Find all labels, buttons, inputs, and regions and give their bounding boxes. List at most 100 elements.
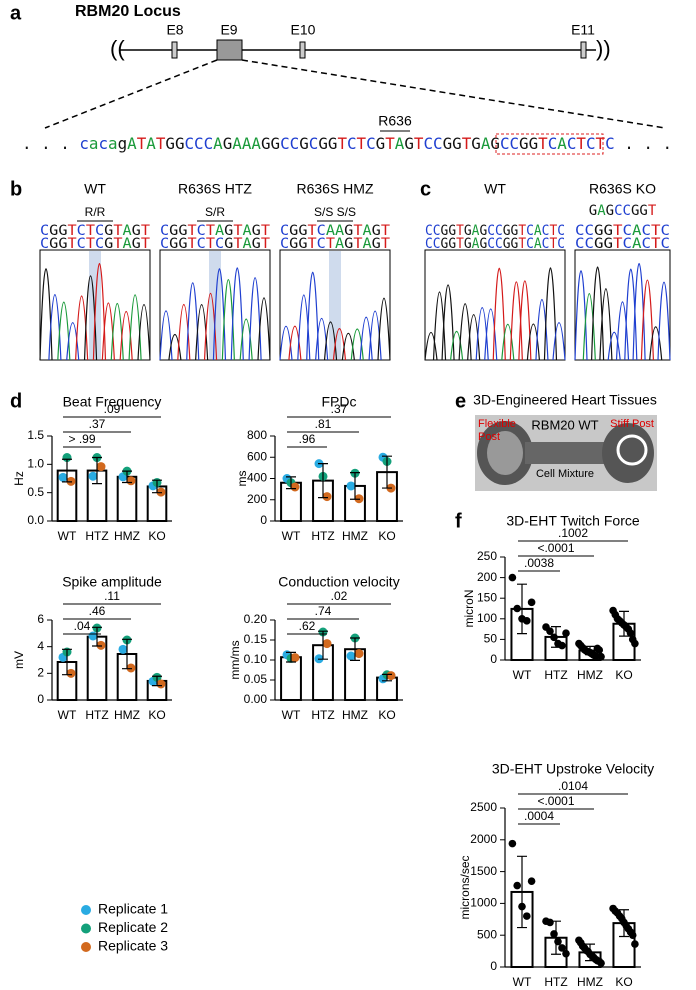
zoom-line xyxy=(44,59,218,129)
x-tick-label: KO xyxy=(615,975,632,989)
x-tick-label: KO xyxy=(148,708,165,722)
y-tick-label: 400 xyxy=(247,471,267,485)
sample-name: WT xyxy=(84,181,106,197)
y-axis-label: mm/ms xyxy=(228,640,242,679)
data-point xyxy=(88,471,98,481)
peak xyxy=(377,298,391,361)
y-tick-label: 800 xyxy=(247,428,267,442)
data-point xyxy=(322,492,332,502)
x-tick-label: HTZ xyxy=(85,529,108,543)
peak xyxy=(306,271,320,361)
p-value: <.0001 xyxy=(537,541,574,555)
chart-title: FPDc xyxy=(322,394,357,410)
data-point xyxy=(322,639,332,649)
peak xyxy=(177,304,191,361)
peak xyxy=(607,331,621,361)
data-point xyxy=(558,641,566,650)
exon-label: E9 xyxy=(220,22,237,38)
chromatogram-frame xyxy=(574,249,671,361)
y-axis-label: microns/sec xyxy=(458,855,472,919)
genotype: R/R xyxy=(85,205,106,219)
legend-label: Replicate 2 xyxy=(98,919,168,935)
error-bar xyxy=(350,472,360,500)
highlight xyxy=(209,251,221,359)
peak xyxy=(599,288,613,361)
data-point xyxy=(628,931,637,939)
peak xyxy=(501,323,515,361)
break-mark: (( xyxy=(110,36,125,61)
highlight xyxy=(329,251,341,359)
error-bar xyxy=(318,630,328,660)
legend-label: Replicate 3 xyxy=(98,938,168,954)
peak xyxy=(203,292,218,361)
data-point xyxy=(523,617,531,625)
data-point xyxy=(558,944,566,952)
sequence: . . . cacagATATGGCCCAGAAAGGCCGCGGTCTCGTA… xyxy=(22,134,672,153)
x-tick-label: WT xyxy=(282,529,301,543)
error-bar xyxy=(382,673,392,682)
p-value: .96 xyxy=(299,432,316,446)
x-tick-label: HMZ xyxy=(577,975,603,989)
tissue xyxy=(525,442,615,464)
x-tick-label: KO xyxy=(378,708,395,722)
x-tick-label: KO xyxy=(148,529,165,543)
x-tick-label: WT xyxy=(513,668,532,682)
data-point xyxy=(126,663,136,673)
data-point xyxy=(58,472,68,482)
panel-letter: d xyxy=(10,390,22,412)
y-tick-label: 1.0 xyxy=(27,457,44,471)
exon xyxy=(580,41,587,59)
exon xyxy=(299,41,306,59)
error-bar xyxy=(62,648,72,676)
peak xyxy=(467,314,481,361)
peak xyxy=(195,304,209,361)
data-point xyxy=(626,629,635,638)
error-bar xyxy=(152,675,162,687)
data-point xyxy=(354,649,364,659)
peak xyxy=(239,318,253,361)
x-tick-label: HMZ xyxy=(577,668,603,682)
p-value: .74 xyxy=(315,604,332,618)
y-tick-label: 0.0 xyxy=(27,513,44,527)
peak xyxy=(57,301,71,361)
error-bar xyxy=(517,855,527,929)
zoom-line xyxy=(241,59,666,129)
x-tick-label: WT xyxy=(513,975,532,989)
y-tick-label: 2 xyxy=(37,666,44,680)
image-label: Stiff Post xyxy=(610,418,654,430)
image-label: Cell Mixture xyxy=(536,468,594,480)
peak xyxy=(484,308,498,361)
error-bar xyxy=(286,651,296,663)
peak xyxy=(615,301,630,361)
data-point xyxy=(513,604,521,613)
y-axis-label: Hz xyxy=(12,471,26,486)
peak xyxy=(137,304,151,361)
exon-label: E10 xyxy=(291,22,316,38)
genotype: S/R xyxy=(205,205,225,219)
data-point xyxy=(346,651,356,661)
data-point xyxy=(66,668,76,678)
data-point xyxy=(631,940,639,948)
peak xyxy=(518,280,532,361)
peak xyxy=(159,310,173,361)
data-point xyxy=(508,573,517,582)
p-value: .1002 xyxy=(558,526,588,540)
peak xyxy=(640,279,654,361)
x-tick-label: HMZ xyxy=(342,708,368,722)
peak xyxy=(230,267,244,361)
y-tick-label: 1500 xyxy=(470,864,497,878)
p-value: <.0001 xyxy=(537,794,574,808)
x-tick-label: HTZ xyxy=(85,708,108,722)
y-tick-label: 150 xyxy=(477,590,497,604)
y-tick-label: 0.20 xyxy=(244,612,268,626)
x-tick-label: HMZ xyxy=(114,708,140,722)
data-point xyxy=(96,640,106,650)
data-point xyxy=(513,881,521,890)
x-tick-label: WT xyxy=(282,708,301,722)
y-tick-label: 2500 xyxy=(470,800,497,814)
chart-title: 3D-EHT Upstroke Velocity xyxy=(492,761,654,777)
error-bar xyxy=(318,463,328,499)
y-tick-label: 0.5 xyxy=(27,485,44,499)
error-bar xyxy=(551,920,561,955)
x-tick-label: HTZ xyxy=(311,708,334,722)
